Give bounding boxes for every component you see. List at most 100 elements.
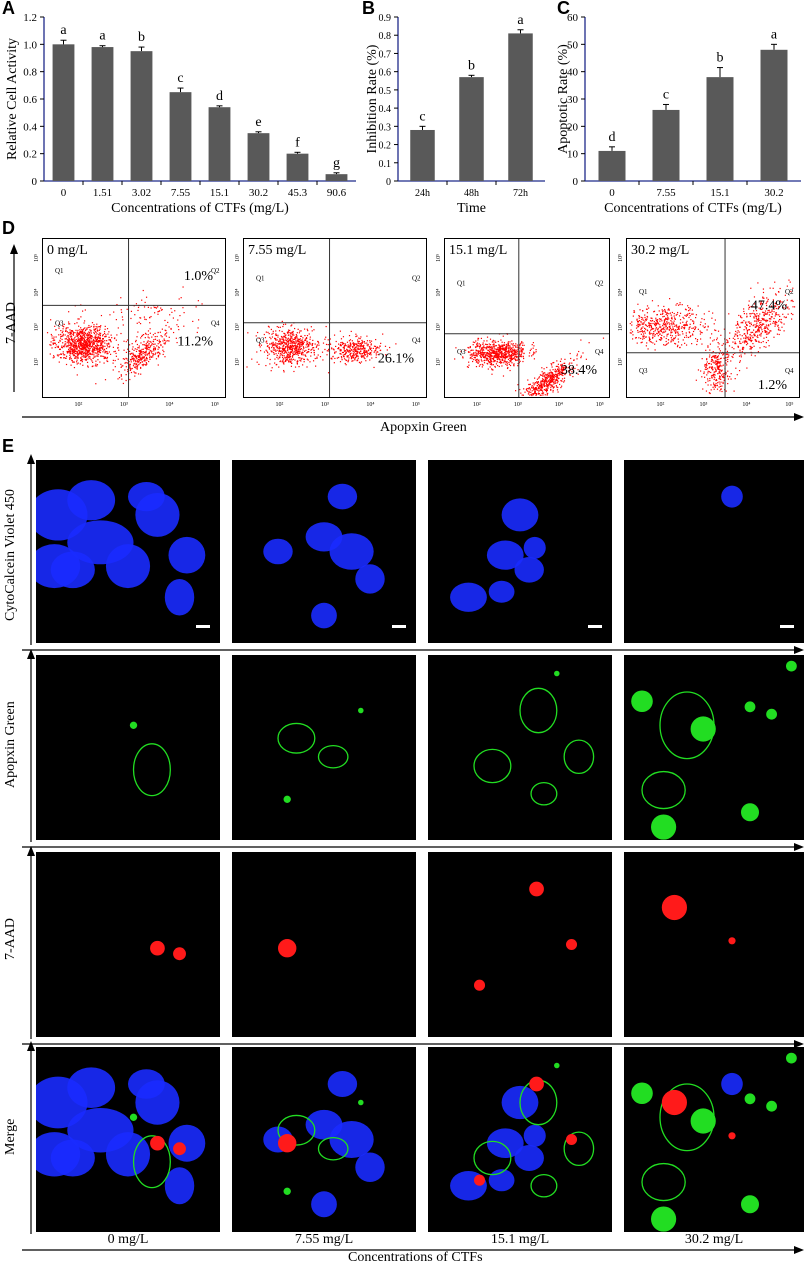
bar [598,150,626,181]
quadrant-label: Q2 [595,280,604,288]
x-tick-label: 45.3 [288,187,308,199]
nucleus-blue [128,481,165,512]
red-nucleus [173,1142,186,1156]
quadrant-label: Q4 [785,367,794,375]
flow-lower-percent: 11.2% [177,334,213,349]
flow-y-tick-label: 10⁴ [235,289,241,297]
bar [760,49,788,181]
x-tick-label: 90.6 [327,187,347,199]
y-tick-label: 60 [567,12,579,24]
panel-letter-d: D [2,218,15,238]
red-nucleus [728,937,736,945]
micrograph [624,460,804,643]
flow-x-tick-label: 10³ [514,402,522,408]
green-spot [631,690,653,713]
row-bottom-arrow [22,843,804,851]
flow-x-label: Apopxin Green [380,420,467,435]
flow-x-tick-label: 10³ [120,402,128,408]
flow-x-tick-label: 10⁴ [555,402,563,408]
flow-plot-title: 7.55 mg/L [248,243,306,258]
bar [130,51,153,181]
micrograph [624,1047,804,1232]
x-tick-label: 3.02 [132,187,151,199]
nucleus-blue [50,1139,95,1177]
quadrant-label: Q3 [639,367,648,375]
green-spot [741,803,759,822]
flow-x-tick-label: 10³ [321,402,329,408]
red-nucleus [566,938,578,951]
nucleus-blue [501,498,539,532]
x-tick-label: 1.51 [93,187,112,199]
nucleus-blue [523,1124,546,1147]
flow-plot-title: 15.1 mg/L [449,243,507,258]
flow-y-tick-label: 10⁵ [235,254,241,262]
nucleus-blue [486,540,524,570]
nucleus-blue [721,485,743,508]
red-nucleus [474,979,486,991]
bar [508,33,533,182]
green-spot [283,795,291,803]
quadrant-label: Q3 [256,337,265,345]
membrane-green [530,1174,558,1198]
flow-dots [46,286,203,385]
flow-dots [246,320,397,374]
micrograph [232,460,416,643]
row-bottom-arrow [22,646,804,654]
red-nucleus [150,1135,165,1151]
flow-y-tick-label: 10⁵ [618,254,624,262]
nucleus-blue [488,580,515,603]
scale-bar [196,625,210,628]
green-spot [651,1206,677,1232]
flow-y-tick-label: 10² [436,358,442,366]
membrane-green [277,1114,316,1146]
y-tick-label: 0.8 [23,67,37,79]
flow-y-tick-label: 10² [34,358,40,366]
micro-row-label: CytoCalcein Violet 450 [3,488,18,621]
nucleus-blue [263,538,293,565]
flow-y-tick-label: 10³ [34,323,40,331]
nucleus-blue [486,1128,524,1158]
red-nucleus [661,894,687,921]
flow-x-tick-label: 10² [473,402,481,408]
x-tick-label: 30.2 [249,187,268,199]
micrograph [624,852,804,1037]
bar [91,47,114,181]
significance-letter: a [517,13,524,28]
y-tick-label: 0.8 [379,31,392,42]
quadrant-label: Q1 [55,267,64,275]
membrane-green [519,687,558,734]
red-nucleus [529,881,544,897]
green-spot [786,1052,797,1064]
green-spot [744,1093,756,1105]
nucleus-blue [721,1072,743,1096]
y-tick-label: 30 [567,94,579,106]
flow-x-axis [22,413,804,421]
micrograph [232,655,416,840]
flow-y-tick-label: 10⁴ [618,289,624,297]
significance-letter: c [419,109,425,124]
green-spot [283,1187,291,1195]
membrane-green [277,722,316,754]
y-tick-label: 0.2 [379,141,392,152]
x-tick-label: 24h [415,188,430,199]
nucleus-blue [514,1145,544,1171]
y-axis-label: Relative Cell Activity [5,38,20,160]
x-axis-label: Concentrations of CTFs (mg/L) [111,201,289,215]
membrane-green [132,1135,171,1189]
flow-y-tick-label: 10⁵ [436,254,442,262]
micro-column-label: 0 mg/L [107,1232,149,1247]
flow-dots [629,279,796,395]
x-tick-label: 7.55 [656,187,676,199]
flow-y-tick-label: 10³ [618,323,624,331]
quadrant-label: Q3 [55,319,64,327]
bar [52,44,75,182]
x-tick-label: 15.1 [710,187,729,199]
bar [706,77,734,181]
flow-lower-percent: 38.4% [561,363,598,378]
micro-x-axis [22,1246,804,1254]
flow-y-tick-label: 10² [618,358,624,366]
membrane-green [563,739,595,775]
quadrant-label: Q4 [211,319,220,327]
quadrant-label: Q4 [412,337,421,345]
panel-letter-e: E [2,436,15,456]
